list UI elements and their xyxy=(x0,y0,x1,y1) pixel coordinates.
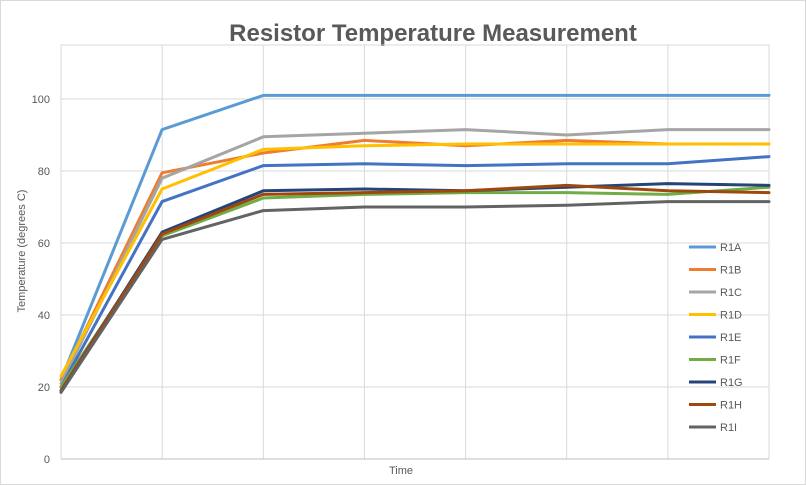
series-line-r1h xyxy=(59,183,771,393)
y-tick-label: 0 xyxy=(44,454,50,466)
y-tick-label: 20 xyxy=(38,382,50,394)
series-line-r1e xyxy=(59,155,771,389)
y-tick-label: 100 xyxy=(32,94,50,106)
legend-label-r1a: R1A xyxy=(720,242,742,254)
legend-label-r1h: R1H xyxy=(720,400,742,412)
series-lines xyxy=(59,93,771,394)
legend-label-r1b: R1B xyxy=(720,265,741,277)
legend-label-r1g: R1G xyxy=(720,377,743,389)
y-tick-label: 80 xyxy=(38,166,50,178)
y-tick-label: 60 xyxy=(38,238,50,250)
axes: 0 20 40 60 80 100 xyxy=(32,94,769,466)
legend-label-r1d: R1D xyxy=(720,310,742,322)
series-line-r1a xyxy=(59,93,771,382)
series-line-r1f xyxy=(59,185,771,389)
x-axis-label: Time xyxy=(389,465,413,477)
legend-label-r1i: R1I xyxy=(720,422,737,434)
legend: R1A R1B R1C R1D R1E R1F R1G R1H R1I xyxy=(689,242,743,434)
y-tick-label: 40 xyxy=(38,310,50,322)
series-line-r1i xyxy=(59,200,771,394)
y-axis-label: Temperature (degrees C) xyxy=(16,190,28,313)
series-line-r1d xyxy=(59,142,771,378)
series-line-r1g xyxy=(59,182,771,393)
legend-label-r1e: R1E xyxy=(720,332,741,344)
chart-title: Resistor Temperature Measurement xyxy=(229,20,637,47)
legend-label-r1c: R1C xyxy=(720,287,742,299)
series-line-r1c xyxy=(59,128,771,385)
gridlines xyxy=(60,44,770,459)
legend-label-r1f: R1F xyxy=(720,355,741,367)
